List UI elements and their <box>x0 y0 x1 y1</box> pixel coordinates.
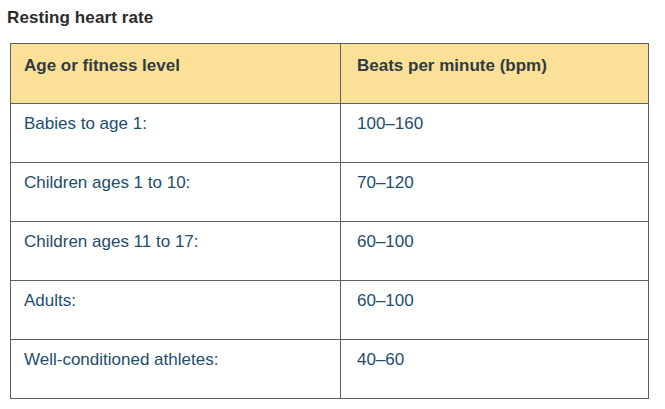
table-row: Adults: 60–100 <box>11 281 649 340</box>
table-row: Well-conditioned athletes: 40–60 <box>11 340 649 399</box>
column-header-age-or-fitness-level: Age or fitness level <box>11 44 341 104</box>
row-value: 60–100 <box>341 281 649 340</box>
row-value: 40–60 <box>341 340 649 399</box>
column-header-beats-per-minute: Beats per minute (bpm) <box>341 44 649 104</box>
table-row: Children ages 11 to 17: 60–100 <box>11 222 649 281</box>
row-label: Children ages 11 to 17: <box>11 222 341 281</box>
row-value: 100–160 <box>341 104 649 163</box>
page-title: Resting heart rate <box>7 8 153 28</box>
row-label: Babies to age 1: <box>11 104 341 163</box>
row-label: Children ages 1 to 10: <box>11 163 341 222</box>
row-value: 60–100 <box>341 222 649 281</box>
page: Resting heart rate Age or fitness level … <box>0 0 665 409</box>
resting-heart-rate-table: Age or fitness level Beats per minute (b… <box>10 43 649 399</box>
row-label: Adults: <box>11 281 341 340</box>
table-header-row: Age or fitness level Beats per minute (b… <box>11 44 649 104</box>
row-label: Well-conditioned athletes: <box>11 340 341 399</box>
table-row: Children ages 1 to 10: 70–120 <box>11 163 649 222</box>
table-row: Babies to age 1: 100–160 <box>11 104 649 163</box>
row-value: 70–120 <box>341 163 649 222</box>
